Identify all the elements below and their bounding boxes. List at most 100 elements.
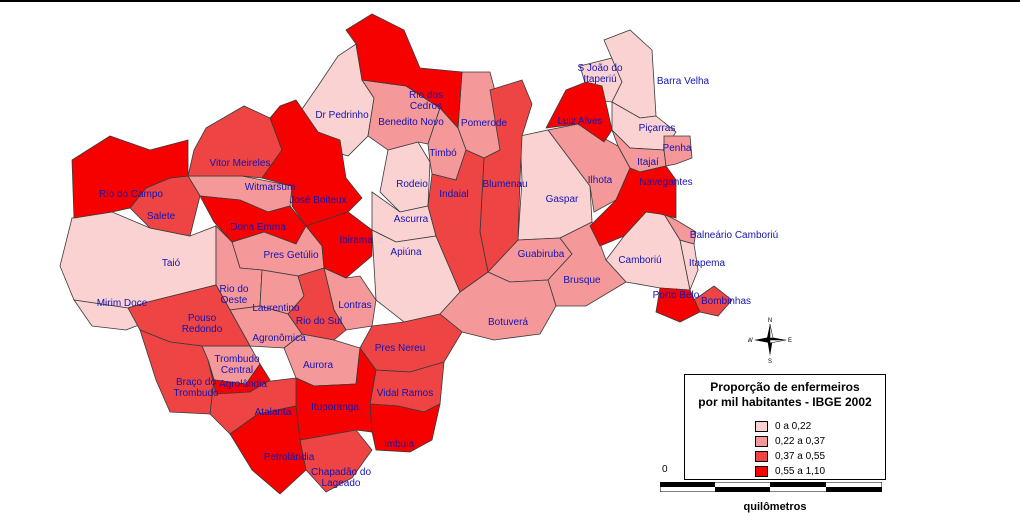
north-arrow: N S W E xyxy=(747,316,792,365)
municipality-label: Apiúna xyxy=(390,247,422,258)
municipality-rio-do-campo[interactable] xyxy=(71,135,189,219)
municipality-label: Piçarras xyxy=(639,123,676,134)
municipality-label: Pouso xyxy=(188,313,217,324)
legend-title-line2: por mil habitantes - IBGE 2002 xyxy=(698,395,872,409)
municipality-porto-belo[interactable] xyxy=(655,287,701,323)
municipality-label: Porto Belo xyxy=(653,290,700,301)
municipality-label: Witmarsum xyxy=(245,182,296,193)
municipality-label: Timbó xyxy=(429,148,457,159)
municipality-label: Redondo xyxy=(182,324,223,335)
legend-item-label: 0 a 0,22 xyxy=(775,421,812,433)
municipality-jose-boiteux[interactable] xyxy=(261,99,363,227)
legend-item: 0 a 0,22 xyxy=(755,421,811,433)
municipality-brusque[interactable] xyxy=(547,221,627,307)
municipality-shapes xyxy=(59,13,733,495)
municipality-petrolandia[interactable] xyxy=(229,405,307,495)
municipality-label: Pres Getúlio xyxy=(263,250,318,261)
legend: Proporção de enfermeiros por mil habitan… xyxy=(684,374,886,480)
municipality-navegantes[interactable] xyxy=(589,165,677,247)
legend-swatch xyxy=(755,451,768,462)
municipality-rio-do-sul[interactable] xyxy=(287,267,347,341)
municipality-label: Petrolândia xyxy=(264,452,315,463)
municipality-label: Bombinhas xyxy=(701,296,751,307)
municipality-label: Trombudo xyxy=(214,354,260,365)
municipality-label: Navegantes xyxy=(639,177,692,188)
municipality-luiz-alves[interactable] xyxy=(545,81,613,143)
municipality-label: Itaperiú xyxy=(583,74,616,85)
window-top-border xyxy=(0,0,1020,2)
legend-item: 0,22 a 0,37 xyxy=(755,436,825,448)
legend-item: 0,37 a 0,55 xyxy=(755,451,825,463)
municipality-label: Benedito Novo xyxy=(378,117,444,128)
municipality-rodeio[interactable] xyxy=(379,141,431,213)
legend-swatch xyxy=(755,436,768,447)
municipality-label: Agronômica xyxy=(252,333,306,344)
municipality-label: Barra Velha xyxy=(657,76,710,87)
municipality-blumenau[interactable] xyxy=(479,79,533,273)
municipality-rio-dos-cedros[interactable] xyxy=(345,13,463,129)
municipality-imbuia[interactable] xyxy=(369,403,441,453)
municipality-label: Pres Nereu xyxy=(375,343,426,354)
municipality-label: Dona Emma xyxy=(230,222,286,233)
compass-s: S xyxy=(768,359,772,364)
municipality-label: Ituporanga xyxy=(311,402,359,413)
municipality-label: Ascurra xyxy=(394,214,429,225)
municipality-penha[interactable] xyxy=(663,135,693,167)
compass-w: W xyxy=(748,338,753,344)
municipality-label: Oeste xyxy=(221,295,248,306)
municipality-label: Ibirama xyxy=(339,235,373,246)
municipality-label: Imbuia xyxy=(384,439,414,450)
municipality-label: Itajaí xyxy=(637,157,659,168)
municipality-label: Atalanta xyxy=(255,407,292,418)
municipality-label: José Boiteux xyxy=(289,195,346,206)
municipality-label: Chapadão do xyxy=(311,467,371,478)
municipality-label: Central xyxy=(221,365,253,376)
municipality-label: Rio dos xyxy=(409,90,443,101)
municipality-label: Braço do xyxy=(176,377,216,388)
municipality-label: Rio do Campo xyxy=(99,189,163,200)
municipality-balneario[interactable] xyxy=(662,213,697,245)
compass-icon: N S W E xyxy=(747,318,792,365)
municipality-ibirama[interactable] xyxy=(305,211,373,279)
scale-unit-label: quilômetros xyxy=(743,501,807,513)
municipality-label: Vidal Ramos xyxy=(377,388,434,399)
municipality-label: Penha xyxy=(663,143,692,154)
municipality-dona-emma[interactable] xyxy=(199,195,307,245)
municipality-label: Lontras xyxy=(338,300,371,311)
municipality-label: Balneário Camboriú xyxy=(690,230,778,241)
municipality-label: S João do xyxy=(577,63,622,74)
municipality-label: Indaial xyxy=(439,189,468,200)
municipality-label: Ilhota xyxy=(588,175,613,186)
municipality-label: Mirim Doce xyxy=(97,298,148,309)
scale-bar: 0 quilômetros xyxy=(660,464,882,513)
municipality-label: Rodeio xyxy=(396,179,428,190)
municipality-label: Brusque xyxy=(563,275,601,286)
municipality-label: Taió xyxy=(162,258,181,269)
municipality-label: Guabiruba xyxy=(518,249,565,260)
scale-bar-graphic xyxy=(660,482,882,492)
municipality-label: Vitor Meireles xyxy=(210,158,271,169)
legend-title-line1: Proporção de enfermeiros xyxy=(710,380,860,394)
legend-swatch xyxy=(755,421,768,432)
municipality-label: Trombudo xyxy=(173,388,219,399)
municipality-label: Agrolândia xyxy=(219,379,267,390)
municipality-label: Gaspar xyxy=(546,194,579,205)
municipality-label: Camboriú xyxy=(618,255,661,266)
legend-item-label: 0,22 a 0,37 xyxy=(775,436,826,448)
municipality-label: Rio do xyxy=(220,284,249,295)
municipality-label: Blumenau xyxy=(482,179,527,190)
municipality-label: Rio do Sul xyxy=(296,316,342,327)
municipality-agrolandia[interactable] xyxy=(207,359,271,395)
municipality-label: Itapema xyxy=(689,258,726,269)
municipality-label: Laurentino xyxy=(252,303,300,314)
legend-item: 0,55 a 1,10 xyxy=(755,466,825,478)
scale-zero-label: 0 xyxy=(662,464,668,475)
legend-title: Proporção de enfermeiros por mil habitan… xyxy=(685,380,885,410)
legend-item-label: 0,37 a 0,55 xyxy=(775,451,826,463)
municipality-label: Luiz Alves xyxy=(557,116,602,127)
municipality-indaial[interactable] xyxy=(427,149,489,293)
municipality-label: Lageado xyxy=(322,478,361,489)
